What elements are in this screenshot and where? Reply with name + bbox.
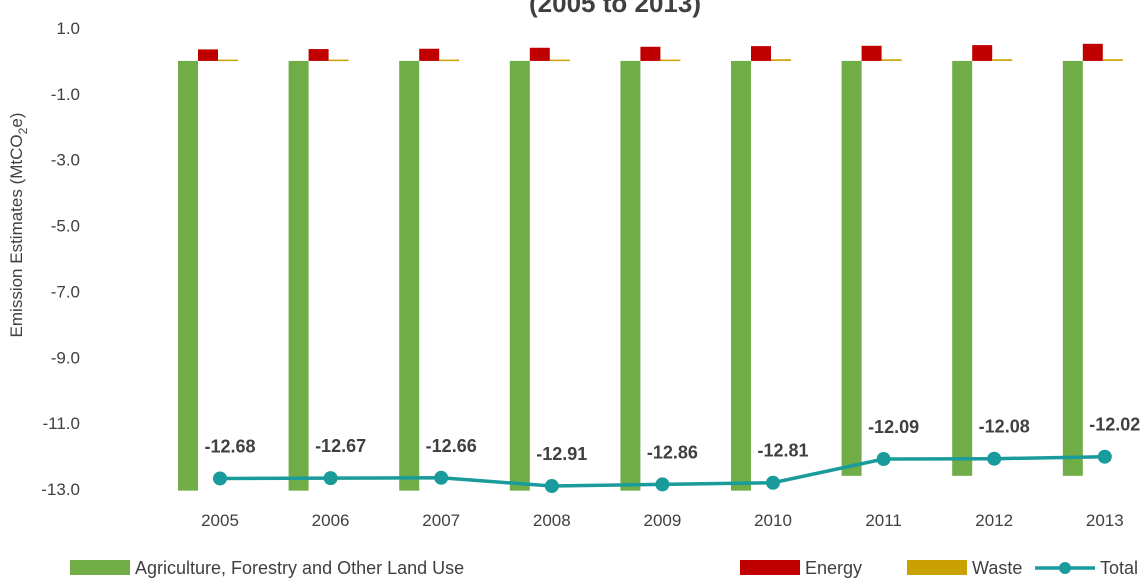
total-marker — [1097, 449, 1112, 464]
total-data-label: -12.81 — [757, 441, 808, 461]
afolu-bar — [288, 60, 309, 491]
waste-bar — [881, 59, 902, 61]
x-tick-label: 2008 — [533, 511, 571, 530]
afolu-bar — [841, 60, 862, 476]
y-axis-title-subscript: 2 — [16, 127, 30, 134]
y-tick-label: -5.0 — [51, 217, 80, 236]
x-tick-label: 2012 — [975, 511, 1013, 530]
afolu-bar — [509, 60, 530, 491]
energy-bar — [1082, 43, 1103, 61]
total-data-label: -12.02 — [1089, 415, 1140, 435]
x-tick-label: 2011 — [865, 511, 902, 530]
total-marker — [213, 471, 227, 486]
y-axis-title-tail: e) — [7, 113, 26, 128]
x-tick-label: 2006 — [312, 511, 350, 530]
legend-item-total: Total — [1035, 558, 1138, 578]
total-marker — [323, 471, 338, 486]
legend-swatch — [70, 560, 130, 575]
legend: Agriculture, Forestry and Other Land Use… — [70, 558, 1138, 578]
y-axis-tick-labels: 1.0 -1.0 -3.0 -5.0 -7.0 -9.0 -11.0 -13.0 — [41, 19, 80, 499]
afolu-bar — [620, 60, 641, 491]
y-tick-label: -1.0 — [51, 85, 80, 104]
x-axis-tick-labels: 2005 2006 2007 2008 2009 2010 2011 2012 2013 — [201, 511, 1124, 530]
waste-bar — [660, 59, 681, 62]
waste-bar — [549, 59, 570, 62]
legend-label: Agriculture, Forestry and Other Land Use — [135, 558, 464, 578]
total-marker — [655, 477, 670, 492]
waste-bar — [218, 59, 238, 62]
afolu-bar — [731, 60, 751, 491]
y-tick-label: -11.0 — [43, 414, 81, 433]
energy-bar — [751, 46, 771, 61]
energy-bar — [198, 49, 218, 61]
total-data-label: -12.09 — [868, 417, 919, 437]
legend-item-energy: Energy — [740, 558, 862, 578]
total-data-label: -12.66 — [426, 436, 477, 456]
total-marker — [544, 479, 559, 494]
legend-label: Waste — [972, 558, 1022, 578]
y-tick-label: -9.0 — [51, 348, 80, 367]
energy-bar — [640, 46, 661, 61]
chart-title: (2005 to 2013) — [529, 0, 701, 18]
afolu-bar — [952, 60, 973, 476]
energy-bar — [308, 49, 329, 61]
total-data-label: -12.68 — [204, 436, 255, 456]
afolu-bar — [178, 60, 198, 491]
y-tick-label: 1.0 — [56, 19, 80, 38]
total-data-label: -12.08 — [979, 417, 1030, 437]
total-data-label: -12.86 — [647, 442, 698, 462]
legend-label: Energy — [805, 558, 862, 578]
total-line-group: -12.68 -12.67 -12.66 -12.91 -12.86 -12.81 -12.… — [204, 415, 1140, 494]
total-data-label: -12.91 — [536, 444, 587, 464]
energy-bar — [972, 45, 993, 61]
y-tick-label: -3.0 — [51, 151, 80, 170]
afolu-bar — [1062, 60, 1083, 476]
x-tick-label: 2010 — [754, 511, 792, 530]
waste-bar — [328, 59, 349, 62]
legend-item-waste: Waste — [907, 558, 1022, 578]
total-marker — [876, 452, 891, 467]
energy-bar — [861, 45, 882, 61]
x-tick-label: 2005 — [201, 511, 239, 530]
legend-label: Total — [1100, 558, 1138, 578]
energy-bar — [419, 48, 440, 61]
waste-bar — [439, 59, 460, 62]
x-tick-label: 2009 — [643, 511, 681, 530]
y-tick-label: -7.0 — [51, 282, 80, 301]
energy-bar — [529, 47, 550, 61]
y-tick-label: -13.0 — [41, 480, 80, 499]
afolu-bar — [399, 60, 420, 491]
x-tick-label: 2013 — [1086, 511, 1124, 530]
legend-swatch — [740, 560, 800, 575]
total-marker — [434, 470, 449, 485]
legend-swatch — [907, 560, 967, 575]
waste-bar — [1102, 59, 1123, 61]
legend-item-afolu: Agriculture, Forestry and Other Land Use — [70, 558, 464, 578]
y-axis-title-main: Emission Estimates (MtCO — [7, 134, 26, 337]
total-marker — [987, 451, 1002, 466]
waste-bar — [992, 59, 1013, 61]
total-data-label: -12.67 — [315, 436, 366, 456]
legend-marker — [1059, 562, 1071, 574]
total-marker — [766, 475, 780, 490]
x-tick-label: 2007 — [422, 511, 460, 530]
y-axis-title: Emission Estimates (MtCO2e) — [7, 113, 30, 338]
bar-series-group — [178, 43, 1123, 491]
waste-bar — [771, 59, 791, 61]
